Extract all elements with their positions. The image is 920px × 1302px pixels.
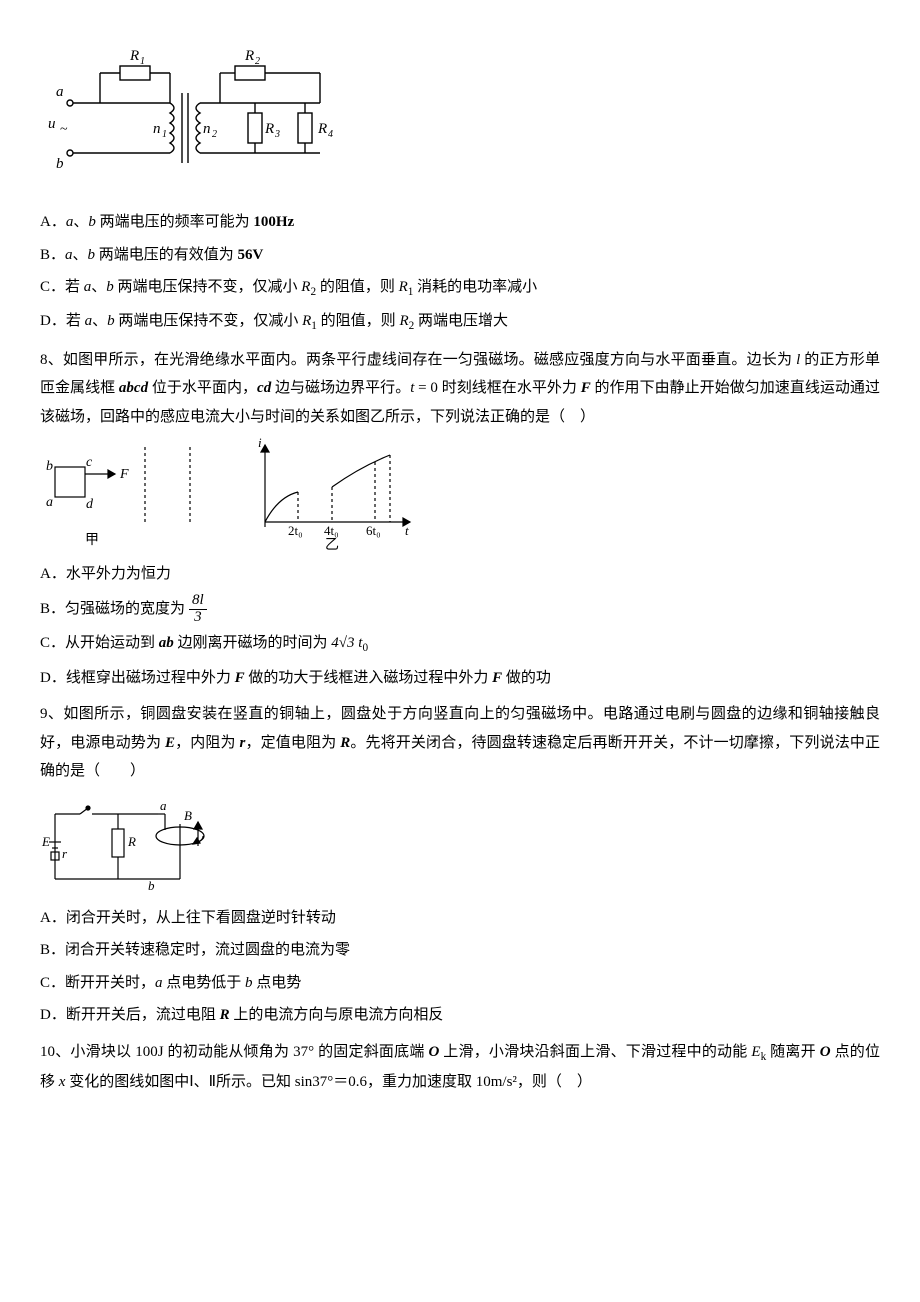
q9-opt-d: D．断开开关后，流过电阻 R 上的电流方向与原电流方向相反	[40, 1001, 880, 1030]
svg-text:c: c	[86, 455, 93, 470]
svg-text:1: 1	[162, 129, 167, 140]
svg-text:E: E	[41, 834, 50, 849]
q8-t0: t	[410, 380, 414, 396]
q7-opt-b: B．a、b 两端电压的有效值为 56V	[40, 241, 880, 270]
svg-text:a: a	[46, 495, 53, 510]
q7-b-text: 两端电压的有效值为	[99, 247, 238, 263]
q7-a-text: 两端电压的频率可能为	[100, 214, 254, 230]
q7-opt-a: A．a、b 两端电压的频率可能为 100Hz	[40, 208, 880, 237]
q8-s4: 边与磁场边界平行。	[271, 380, 410, 396]
q9-d-pre: D．断开开关后，流过电阻	[40, 1007, 220, 1023]
svg-text:R: R	[129, 48, 139, 64]
svg-text:3: 3	[274, 129, 280, 140]
q8-left-caption: 甲	[85, 533, 99, 548]
svg-text:2: 2	[255, 56, 260, 67]
q8-s3: 位于水平面内，	[148, 380, 257, 396]
svg-text:4: 4	[328, 129, 333, 140]
svg-text:2: 2	[212, 129, 217, 140]
q8-b-pre: B．匀强磁场的宽度为	[40, 595, 185, 624]
svg-text:R: R	[244, 48, 254, 64]
q8-abcd: abcd	[119, 380, 148, 396]
q8-c-ab: ab	[159, 635, 174, 651]
q8-s5: 时刻线框在水平外力	[438, 380, 581, 396]
svg-text:t: t	[405, 523, 409, 538]
svg-text:R: R	[127, 834, 136, 849]
q9-E: E	[165, 735, 175, 751]
q8-c-mid: 边刚离开磁场的时间为	[174, 635, 332, 651]
svg-text:r: r	[62, 846, 68, 861]
q8-b-den: 3	[194, 610, 202, 626]
q8-d-end: 做的功	[502, 670, 551, 686]
transformer-svg: R1 R2 R3 R4 n1 n2 a b u ~	[40, 48, 340, 198]
q10-Ek: E	[751, 1044, 760, 1060]
q8-F: F	[581, 380, 591, 396]
svg-text:d: d	[86, 497, 94, 512]
svg-text:n: n	[203, 121, 211, 137]
q8-opt-a: A．水平外力为恒力	[40, 560, 880, 589]
q8-d-mid: 做的功大于线框进入磁场过程中外力	[245, 670, 493, 686]
q7-opt-c: C．若 a、b 两端电压保持不变，仅减小 R2 的阻值，则 R1 消耗的电功率减…	[40, 273, 880, 303]
svg-text:6t₀: 6t₀	[366, 523, 381, 538]
q7-opt-d: D．若 a、b 两端电压保持不变，仅减小 R1 的阻值，则 R2 两端电压增大	[40, 307, 880, 337]
svg-text:u: u	[48, 116, 56, 132]
q9-d-R: R	[220, 1007, 230, 1023]
q9-R: R	[340, 735, 350, 751]
q8-figs: b c a d F 甲 i t 2t₀ 4t₀ 6t₀ 乙	[40, 437, 880, 552]
svg-text:n: n	[153, 121, 161, 137]
q8-fig-left: b c a d F 甲	[40, 442, 200, 552]
q9-stem: 9、如图所示，铜圆盘安装在竖直的铜轴上，圆盘处于方向竖直向上的匀强磁场中。电路通…	[40, 700, 880, 786]
svg-text:B: B	[184, 808, 192, 823]
q10-s1: 10、小滑块以 100J 的初动能从倾角为 37° 的固定斜面底端	[40, 1044, 429, 1060]
q8-opt-b: B．匀强磁场的宽度为 8l 3	[40, 593, 880, 626]
q9-c-a: a	[155, 975, 163, 991]
q8-stem: 8、如图甲所示，在光滑绝缘水平面内。两条平行虚线间存在一匀强磁场。磁感应强度方向…	[40, 346, 880, 432]
q8-b-frac: 8l 3	[189, 593, 207, 626]
q9-svg: E r R a b B	[40, 794, 220, 894]
q10-stem: 10、小滑块以 100J 的初动能从倾角为 37° 的固定斜面底端 O 上滑，小…	[40, 1038, 880, 1097]
q9-d-end: 上的电流方向与原电流方向相反	[230, 1007, 444, 1023]
q9-m2: ，定值电阻为	[245, 735, 340, 751]
svg-text:b: b	[148, 878, 155, 893]
svg-text:b: b	[56, 156, 64, 172]
svg-text:F: F	[119, 467, 129, 482]
q9-c-pre: C．断开开关时，	[40, 975, 155, 991]
q8-opt-d: D．线框穿出磁场过程中外力 F 做的功大于线框进入磁场过程中外力 F 做的功	[40, 664, 880, 693]
q8-d-pre: D．线框穿出磁场过程中外力	[40, 670, 235, 686]
q8-opt-c: C．从开始运动到 ab 边刚离开磁场的时间为 4√3 t0	[40, 629, 880, 659]
q8-c-pre: C．从开始运动到	[40, 635, 159, 651]
q8-b-num: 8l	[189, 593, 207, 610]
q8-s1: 8、如图甲所示，在光滑绝缘水平面内。两条平行虚线间存在一匀强磁场。磁感应强度方向…	[40, 352, 796, 368]
svg-text:4t₀: 4t₀	[324, 523, 339, 538]
q9-opt-a: A．闭合开关时，从上往下看圆盘逆时针转动	[40, 904, 880, 933]
q9-m1: ，内阻为	[175, 735, 240, 751]
svg-text:i: i	[258, 437, 262, 450]
svg-text:R: R	[264, 121, 274, 137]
q10-O1: O	[429, 1044, 440, 1060]
fig-q9: E r R a b B	[40, 794, 880, 894]
q10-s3: 变化的图线如图中Ⅰ、Ⅱ所示。已知 sin37°＝0.6，重力加速度取 10m/s…	[65, 1074, 591, 1090]
q9-c-end: 点电势	[253, 975, 302, 991]
q10-m2: 随离开	[766, 1044, 820, 1060]
svg-text:2t₀: 2t₀	[288, 523, 303, 538]
svg-text:R: R	[317, 121, 327, 137]
q8-right-caption: 乙	[325, 537, 339, 552]
fig-transformer: R1 R2 R3 R4 n1 n2 a b u ~	[40, 48, 880, 198]
q10-O2: O	[820, 1044, 831, 1060]
q8-fig-right: i t 2t₀ 4t₀ 6t₀ 乙	[240, 437, 420, 552]
svg-text:a: a	[56, 84, 64, 100]
svg-text:1: 1	[140, 56, 145, 67]
svg-text:b: b	[46, 459, 53, 474]
q10-m1: 上滑，小滑块沿斜面上滑、下滑过程中的动能	[439, 1044, 751, 1060]
svg-text:~: ~	[60, 122, 68, 137]
q9-c-b: b	[245, 975, 253, 991]
q9-opt-b: B．闭合开关转速稳定时，流过圆盘的电流为零	[40, 936, 880, 965]
svg-text:a: a	[160, 798, 167, 813]
q8-cd: cd	[257, 380, 271, 396]
q9-c-mid: 点电势低于	[163, 975, 246, 991]
q9-opt-c: C．断开开关时，a 点电势低于 b 点电势	[40, 969, 880, 998]
